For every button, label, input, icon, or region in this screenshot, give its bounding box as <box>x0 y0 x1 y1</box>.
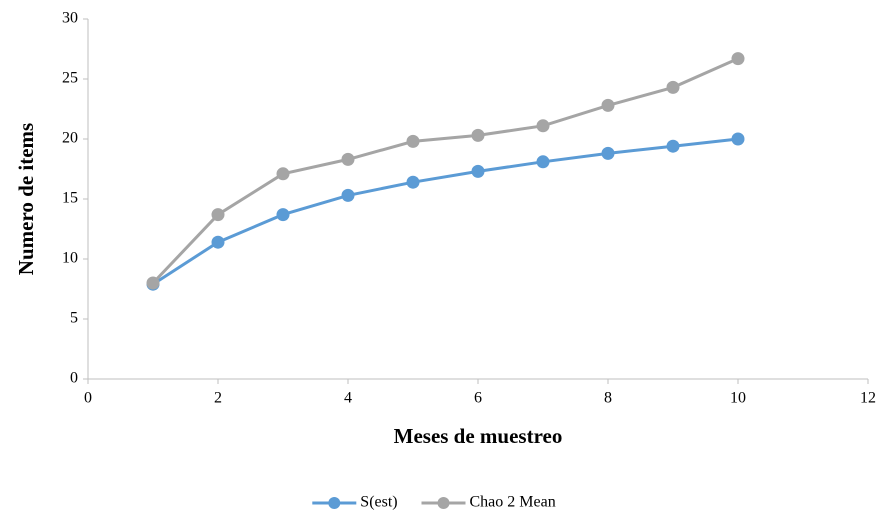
y-tick-label: 5 <box>70 310 78 327</box>
series-line <box>151 57 739 285</box>
point <box>601 146 615 160</box>
point <box>601 98 615 112</box>
point <box>731 52 745 66</box>
legend-label: Chao 2 Mean <box>470 494 556 511</box>
legend-marker <box>328 497 341 509</box>
point <box>471 128 485 142</box>
x-tick-label: 4 <box>344 390 352 407</box>
x-tick-label: 6 <box>474 390 482 407</box>
point <box>276 167 290 181</box>
y-axis-title: Numero de items <box>14 123 38 275</box>
legend-marker <box>437 497 450 509</box>
x-tick-label: 2 <box>214 390 222 407</box>
point <box>731 132 745 146</box>
point <box>341 152 355 166</box>
point <box>536 155 550 169</box>
y-tick-label: 10 <box>62 250 78 267</box>
point <box>666 80 680 94</box>
y-tick-label: 20 <box>62 130 78 147</box>
point <box>406 134 420 148</box>
point <box>471 164 485 178</box>
x-axis-title: Meses de muestreo <box>394 424 563 448</box>
point <box>536 119 550 133</box>
y-tick-label: 0 <box>70 370 78 387</box>
point <box>146 276 160 290</box>
point <box>276 208 290 222</box>
x-tick-label: 8 <box>604 390 612 407</box>
y-tick-label: 25 <box>62 70 78 87</box>
legend-label: S(est) <box>360 494 397 511</box>
x-tick-label: 0 <box>84 390 92 407</box>
y-tick-label: 15 <box>62 190 78 207</box>
legend: S(est) Chao 2 Mean <box>312 494 556 511</box>
point <box>341 188 355 202</box>
point <box>406 175 420 189</box>
series-line <box>152 137 739 286</box>
x-tick-label: 12 <box>860 390 876 407</box>
x-tick-label: 10 <box>730 390 746 407</box>
point <box>211 208 225 222</box>
y-tick-label: 30 <box>62 10 78 27</box>
point <box>211 235 225 249</box>
point <box>666 139 680 153</box>
